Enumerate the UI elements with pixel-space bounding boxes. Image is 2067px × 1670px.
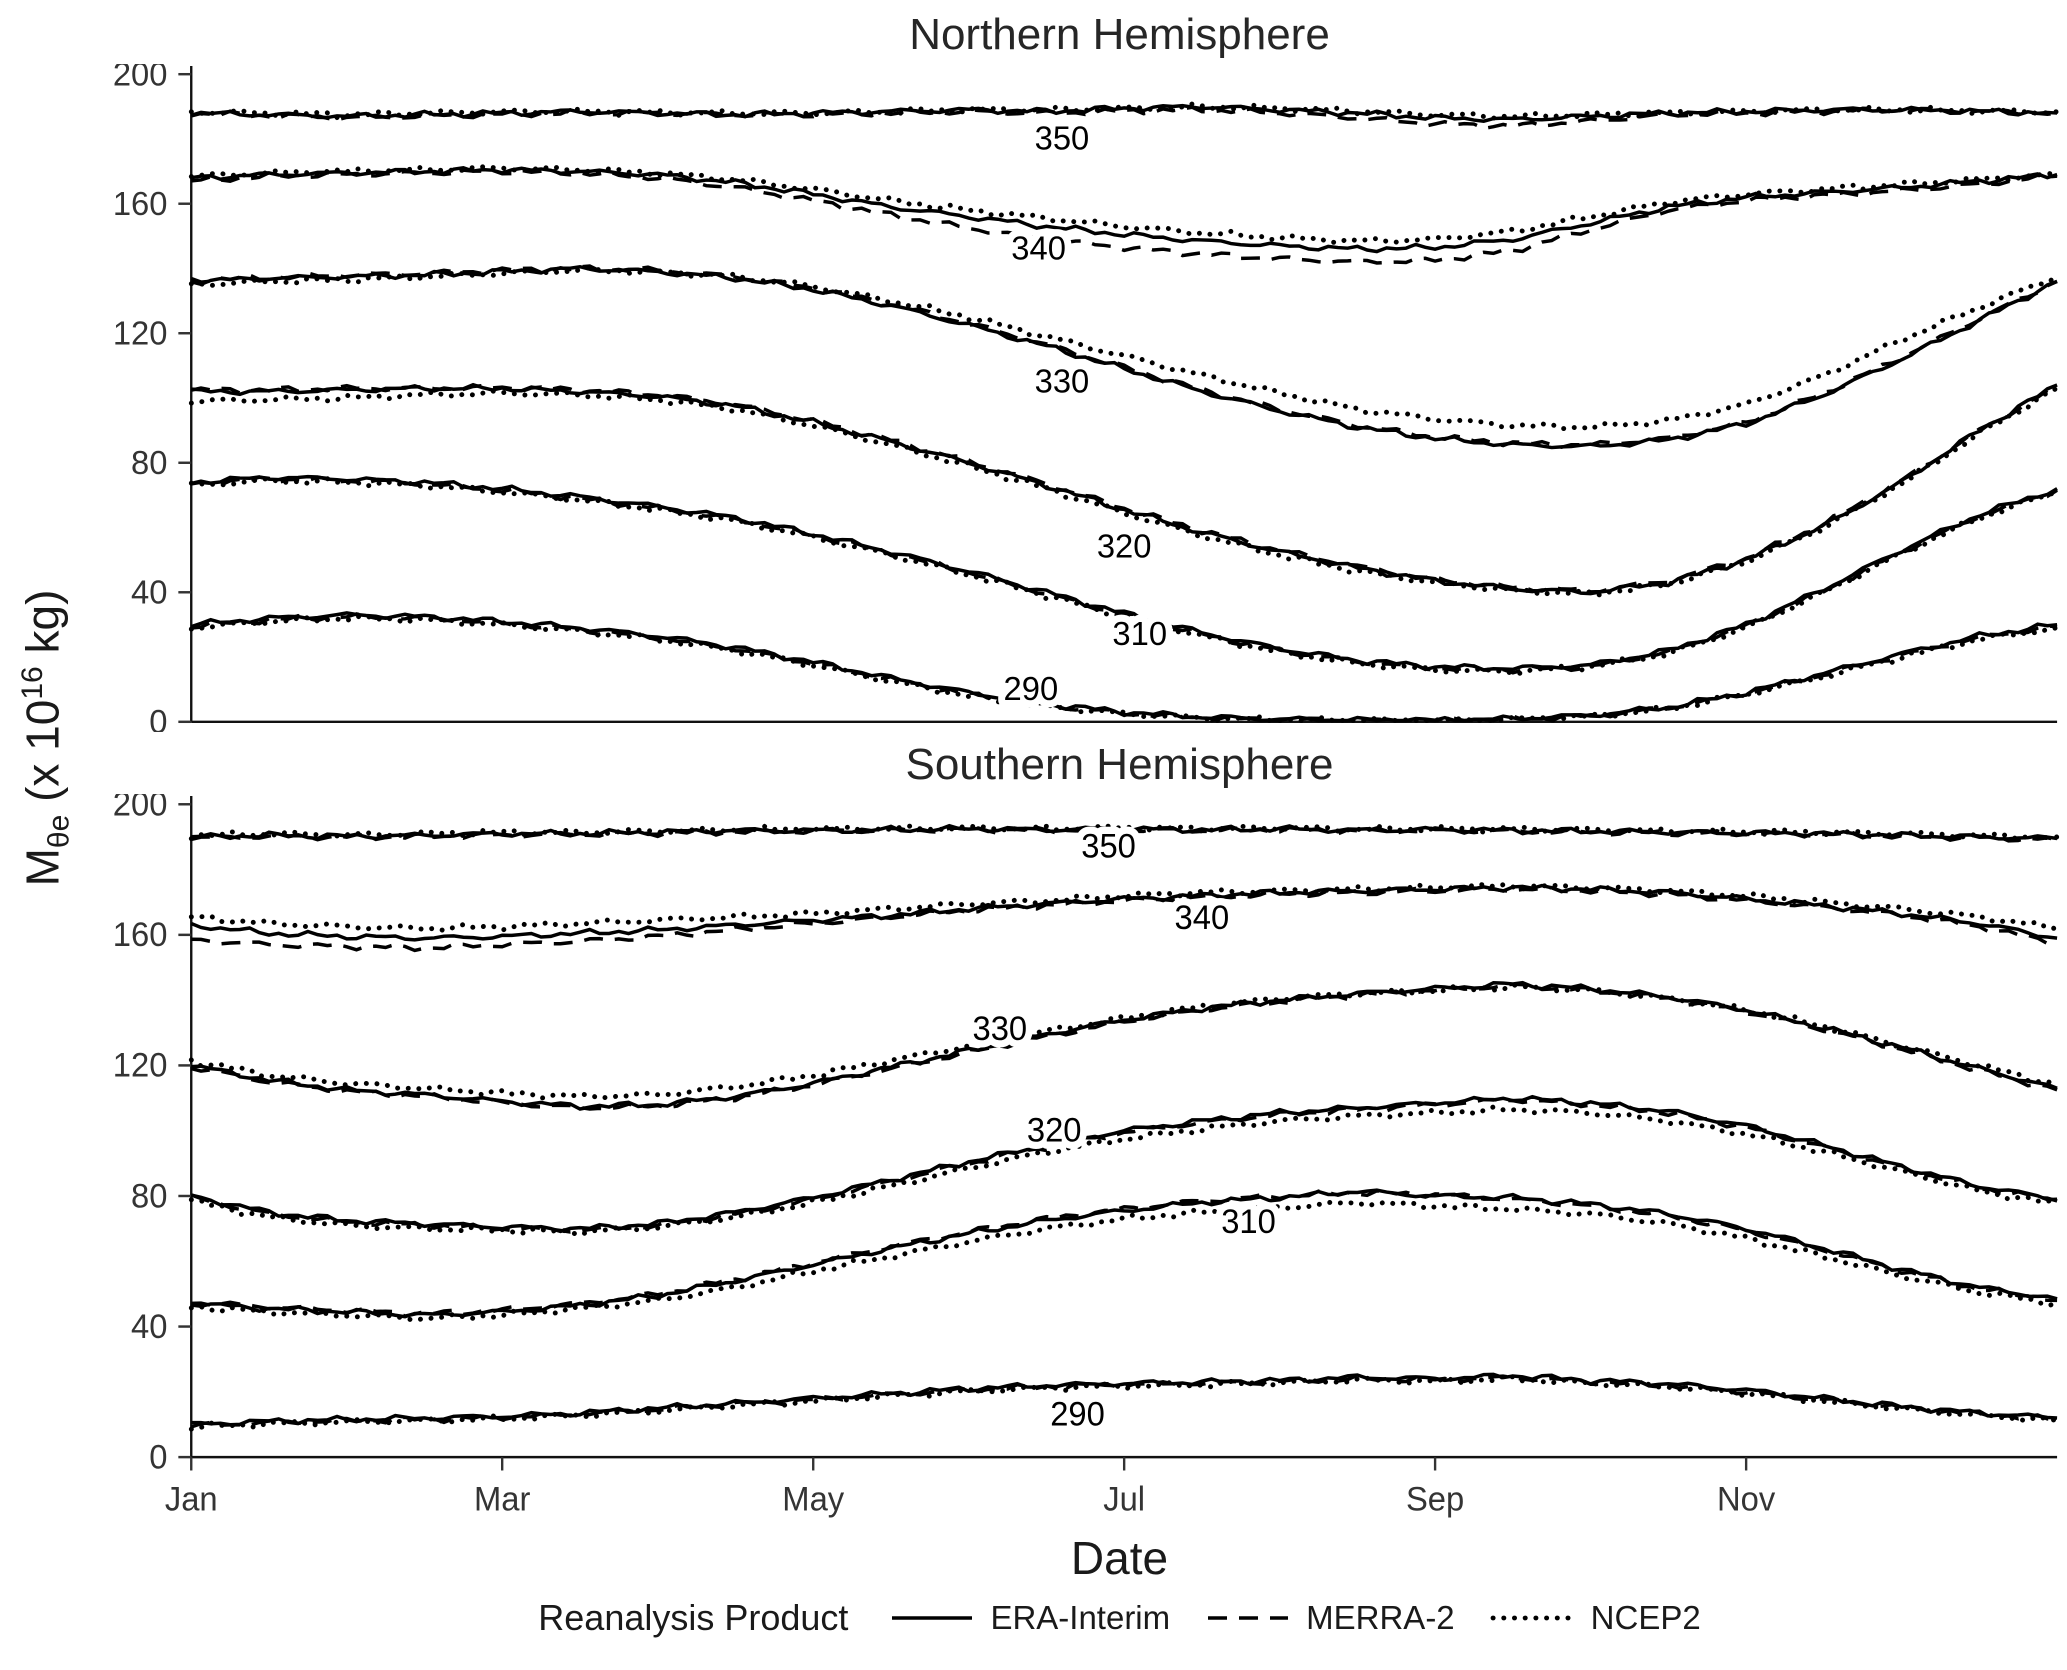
- series-ncep2-330: [188, 264, 2060, 432]
- northern-hemisphere-plot: 0 40 80 120 160 200 350 340 330 320 310 290: [113, 64, 2060, 732]
- legend-item-label: NCEP2: [1590, 1599, 1701, 1636]
- series-merra-2-350: [190, 105, 2058, 131]
- y-tick-label: 120: [113, 315, 168, 353]
- y-tick-label: 160: [113, 186, 168, 224]
- contour-label-340: 340: [1011, 230, 1066, 268]
- y-tick-label: 40: [131, 574, 167, 612]
- series-era-interim-340: [190, 883, 2058, 942]
- legend-swatch-solid: [892, 1616, 973, 1620]
- series-ncep2-340: [188, 164, 2060, 245]
- y-axis-label: Mθe (x 1016 kg): [0, 6, 92, 1670]
- contour-label-350: 350: [1081, 828, 1136, 866]
- series-ncep2-310: [188, 1199, 2060, 1323]
- x-tick-label: Mar: [474, 1481, 530, 1519]
- series-era-interim-310: [191, 1188, 2058, 1319]
- y-tick-label: 0: [149, 704, 167, 732]
- series-era-interim-340: [190, 165, 2058, 254]
- panel-title-southern-hemisphere: Southern Hemisphere: [905, 740, 1334, 789]
- y-tick-label: 0: [149, 1439, 167, 1477]
- series-ncep2-340: [188, 882, 2060, 933]
- x-tick-label: Jul: [1103, 1481, 1145, 1519]
- x-tick-label: May: [782, 1481, 844, 1519]
- x-axis-label: Date: [1070, 1532, 1169, 1584]
- panel-title-northern-hemisphere: Northern Hemisphere: [909, 10, 1330, 59]
- y-tick-label: 40: [131, 1308, 167, 1346]
- legend-swatch-dashed: [1208, 1616, 1289, 1620]
- legend-items: ERA-Interim MERRA-2 NCEP2: [888, 1599, 1701, 1637]
- contour-label-310: 310: [1112, 616, 1167, 654]
- contour-label-340: 340: [1175, 900, 1230, 938]
- series-merra-2-330: [190, 264, 2058, 450]
- contour-label-350: 350: [1035, 120, 1090, 158]
- southern-hemisphere-plot: 0 40 80 120 160 200 Jan Mar May Jul Sep Nov 350 340 33…: [113, 794, 2060, 1519]
- series-era-interim-350: [191, 823, 2058, 841]
- x-tick-label: Sep: [1406, 1481, 1464, 1519]
- series-era-interim-350: [190, 103, 2058, 123]
- legend-title: Reanalysis Product: [538, 1597, 849, 1638]
- series-ncep2-320: [188, 385, 2060, 598]
- series-era-interim-290: [191, 1372, 2058, 1427]
- contour-label-330: 330: [972, 1011, 1027, 1049]
- series-ncep2-320: [188, 1104, 2060, 1238]
- y-tick-label: 120: [113, 1047, 168, 1085]
- series-merra-2-340: [191, 167, 2058, 265]
- contour-label-290: 290: [1004, 671, 1059, 709]
- legend-item-era-interim: ERA-Interim: [888, 1599, 1170, 1637]
- contour-label-330: 330: [1035, 363, 1090, 401]
- y-tick-label: 80: [131, 445, 167, 483]
- series-era-interim-330: [190, 264, 2058, 450]
- series-era-interim-320: [191, 382, 2058, 596]
- legend-item-merra-2: MERRA-2: [1204, 1599, 1455, 1637]
- y-tick-label: 200: [113, 794, 168, 824]
- y-tick-label: 160: [113, 917, 168, 955]
- y-axis-label-text: Mθe (x 1016 kg): [16, 589, 76, 887]
- contour-label-320: 320: [1027, 1112, 1082, 1150]
- plot-column: Northern Hemisphere 0 40 80 120 160 200 350 340…: [92, 6, 2067, 1670]
- series-ncep2-330: [188, 982, 2060, 1101]
- contour-label-290: 290: [1050, 1396, 1105, 1434]
- y-tick-label: 80: [131, 1178, 167, 1216]
- x-tick-label: Nov: [1717, 1481, 1776, 1519]
- series-ncep2-350: [188, 822, 2060, 842]
- series-era-interim-320: [190, 1094, 2058, 1234]
- series-merra-2-290: [190, 1373, 2058, 1429]
- legend-item-ncep2: NCEP2: [1489, 1599, 1701, 1637]
- contour-label-320: 320: [1097, 528, 1152, 566]
- series-era-interim-330: [191, 980, 2058, 1111]
- legend-item-label: ERA-Interim: [990, 1599, 1171, 1636]
- legend-swatch-dotted: [1490, 1615, 1576, 1621]
- legend: Reanalysis Product ERA-Interim MERRA-2 NCE…: [92, 1590, 2067, 1646]
- series-era-interim-290: [190, 611, 2058, 723]
- contour-label-310: 310: [1221, 1203, 1276, 1241]
- y-tick-label: 200: [113, 64, 168, 94]
- legend-item-label: MERRA-2: [1306, 1599, 1455, 1636]
- x-tick-label: Jan: [165, 1481, 218, 1519]
- series-era-interim-310: [190, 474, 2058, 672]
